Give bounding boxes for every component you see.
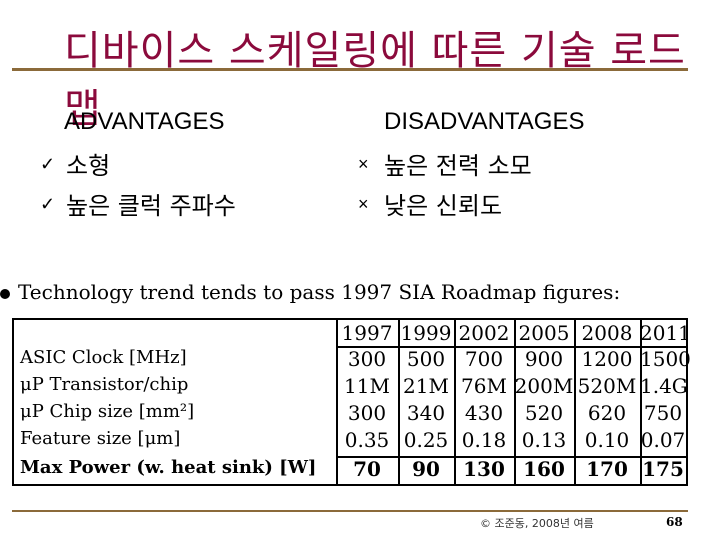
table-cell: 170 [586,457,628,481]
table-cell: 520M [577,374,637,398]
year-header: 2002 [458,321,510,345]
row-label: μP Transistor/chip [20,374,189,395]
year-header: 1999 [400,321,452,345]
advantages-heading: ADVANTAGES [64,108,225,135]
table-cell: 430 [464,401,504,425]
cross-icon: × [358,194,369,214]
table-divider [336,346,686,348]
table-divider [640,320,642,484]
row-label: Feature size [μm] [20,428,181,449]
table-cell: 160 [523,457,565,481]
disadvantages-heading: DISADVANTAGES [384,108,585,135]
table-cell: 21M [403,374,449,398]
table-divider [398,320,400,484]
table-cell: 700 [464,347,504,371]
table-cell: 500 [406,347,446,371]
cross-icon: × [358,154,369,174]
table-divider [336,456,686,458]
checkmark-icon: ✓ [40,194,56,214]
year-header: 2008 [581,321,633,345]
table-cell: 520 [524,401,564,425]
table-cell: 200M [514,374,574,398]
table-cell: 0.13 [521,428,567,452]
table-cell: 70 [353,457,381,481]
table-cell: 0.35 [344,428,390,452]
table-cell: 0.07 [640,428,686,452]
slide-title: 디바이스 스케일링에 따른 기술 로드맵 [64,28,686,132]
table-cell: 340 [406,401,446,425]
footer-rule [12,510,688,512]
table-cell: 11M [344,374,390,398]
table-divider [514,320,516,484]
table-cell: 175 [642,457,684,481]
row-label: ASIC Clock [MHz] [20,347,187,368]
table-cell: 300 [347,401,387,425]
table-cell: 1.4G [640,374,688,398]
title-underline [12,68,688,71]
advantage-item: 소형 [66,152,111,180]
row-label: Max Power (w. heat sink) [W] [20,457,317,478]
page-number: 68 [666,515,683,529]
bullet-dot-icon [0,288,10,299]
table-cell: 1500 [640,347,691,371]
table-cell: 0.18 [461,428,507,452]
disadvantage-item: 높은 전력 소모 [384,152,532,180]
table-cell: 130 [463,457,505,481]
table-cell: 750 [643,401,683,425]
year-header: 2011 [640,321,691,345]
year-header: 2005 [518,321,570,345]
table-divider [574,320,576,484]
table-cell: 76M [461,374,507,398]
table-cell: 90 [412,457,440,481]
table-cell: 1200 [581,347,633,371]
bullet-text: Technology trend tends to pass 1997 SIA … [18,280,621,304]
advantage-item: 높은 클럭 주파수 [66,192,236,220]
table-cell: 0.10 [584,428,630,452]
table-cell: 0.25 [403,428,449,452]
disadvantage-item: 낮은 신뢰도 [384,192,503,220]
table-divider [454,320,456,484]
table-cell: 900 [524,347,564,371]
bullet-item: Technology trend tends to pass 1997 SIA … [0,280,620,304]
checkmark-icon: ✓ [40,154,56,174]
footer-copyright: © 조준동, 2008년 여름 [480,517,594,530]
roadmap-table: 1997 1999 2002 2005 2008 2011 ASIC Clock… [12,318,691,486]
row-label: μP Chip size [mm²] [20,401,195,422]
table-cell: 620 [587,401,627,425]
year-header: 1997 [341,321,393,345]
table-divider [336,320,338,484]
table-cell: 300 [347,347,387,371]
